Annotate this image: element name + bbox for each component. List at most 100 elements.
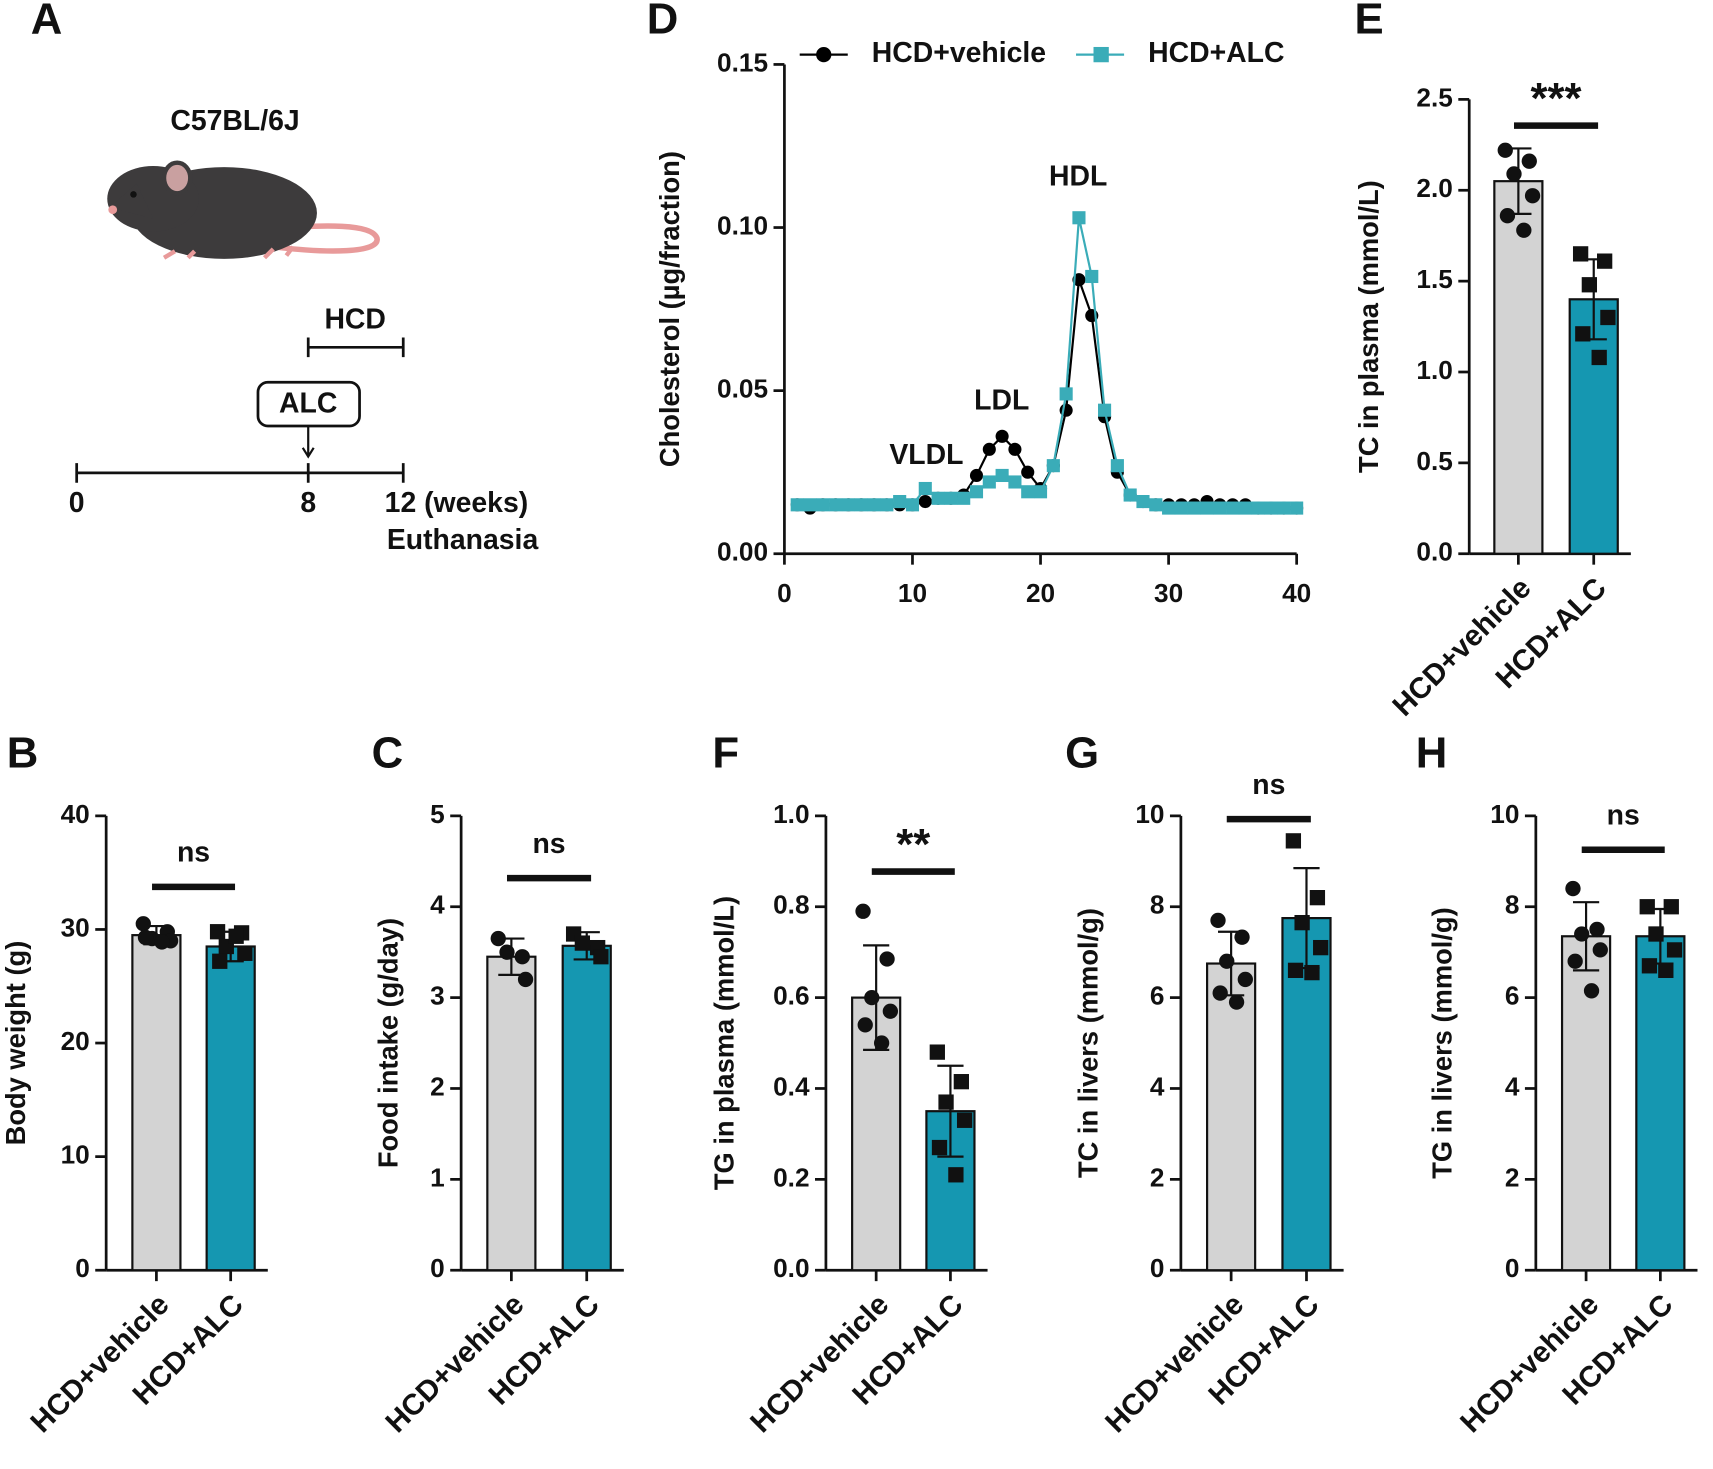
data-point [517,971,534,988]
y-tick-label: 1.5 [1416,264,1452,294]
data-point [1524,188,1541,204]
y-tick-label: 0.00 [717,537,768,567]
annotation: HDL [1049,161,1107,193]
y-tick-label: 4 [430,890,445,920]
marker [816,498,830,512]
data-point [1219,953,1235,969]
significance-label: ns [1607,799,1640,831]
data-point [514,949,530,965]
marker [944,491,958,505]
data-point [1658,962,1674,978]
data-point [1287,962,1304,978]
marker [841,498,855,512]
y-tick-label: 10 [61,1140,90,1170]
data-point [1309,890,1326,906]
data-point [1574,926,1590,942]
data-point [879,951,895,967]
data-point [209,924,226,940]
y-tick-label: 0.05 [717,374,768,404]
data-point [1294,914,1310,931]
y-tick-label: 2.5 [1416,82,1452,112]
data-point [1497,142,1513,158]
bar [205,945,256,1272]
y-axis-label: Body weight (g) [0,941,31,1146]
y-tick-label: 0.2 [773,1162,809,1192]
panel-label: D [647,0,679,43]
y-tick-label: 30 [61,912,90,942]
marker [1033,485,1048,499]
diet-bracket [306,337,405,358]
y-tick-label: 0.0 [773,1253,809,1283]
marker [1008,442,1022,456]
bar [486,955,537,1272]
marker [1008,475,1022,489]
y-tick-label: 6 [1150,981,1165,1011]
marker [893,494,907,509]
marker [790,498,804,512]
y-tick-label: 0 [430,1253,445,1283]
y-tick-label: 0 [1505,1253,1520,1283]
marker [1046,459,1060,473]
marker [931,491,945,505]
data-point [1666,942,1683,958]
bar [131,934,182,1272]
marker [995,468,1009,483]
marker [854,498,868,512]
marker [1264,501,1278,515]
significance-label: ns [1252,769,1285,801]
panel-label: G [1065,728,1099,777]
annotation: VLDL [889,439,963,471]
timeline [75,463,405,483]
chart-panel: E 0.0 0.5 1.0 1.5 2.0 2.5 TC in plasma (mmol/L)… [1353,0,1631,723]
y-tick-label: 0.6 [773,981,809,1011]
marker [1085,269,1099,284]
marker [1123,488,1137,502]
y-tick-label: 4 [1505,1071,1520,1101]
endpoint-label: Euthanasia [387,524,539,556]
marker [1187,501,1201,515]
panel-a: A C57BL/6J HCD ALC 0 8 12 (weeks) Euthan… [31,0,539,556]
data-point [490,930,506,947]
data-point [1591,349,1607,366]
data-point [212,953,228,969]
y-tick-label: 3 [430,981,445,1011]
panel-label: A [31,0,63,43]
y-tick-label: 1 [430,1162,445,1192]
data-point [1304,964,1320,981]
data-point [228,928,244,944]
x-tick-label: 40 [1282,578,1311,608]
data-point [948,1167,964,1183]
x-tick-label: 10 [898,578,927,608]
bar [561,944,612,1272]
y-tick-label: 8 [1150,890,1165,920]
y-tick-label: 2 [1150,1162,1165,1192]
data-point [1572,246,1589,262]
data-point [931,1139,948,1156]
legend-marker [1093,46,1109,63]
marker [1251,501,1265,515]
y-tick-label: 4 [1150,1071,1165,1101]
data-point [1639,899,1655,915]
significance-label: ns [177,837,210,869]
marker [1162,501,1176,515]
data-point [1237,971,1253,988]
y-tick-label: 5 [430,799,445,829]
marker [982,475,996,489]
treatment-label: ALC [279,388,337,420]
data-point [1641,958,1658,974]
error-bar [937,1064,964,1158]
y-tick-label: 8 [1505,890,1520,920]
annotation: LDL [974,384,1029,416]
y-tick-label: 0 [1150,1253,1165,1283]
significance-label: *** [1531,74,1582,123]
marker [803,498,817,512]
data-point [499,944,515,960]
significance-label: ** [896,820,930,869]
panel-label: H [1416,728,1448,777]
y-tick-label: 0.8 [773,890,809,920]
x-tick-label: 0 [777,578,792,608]
